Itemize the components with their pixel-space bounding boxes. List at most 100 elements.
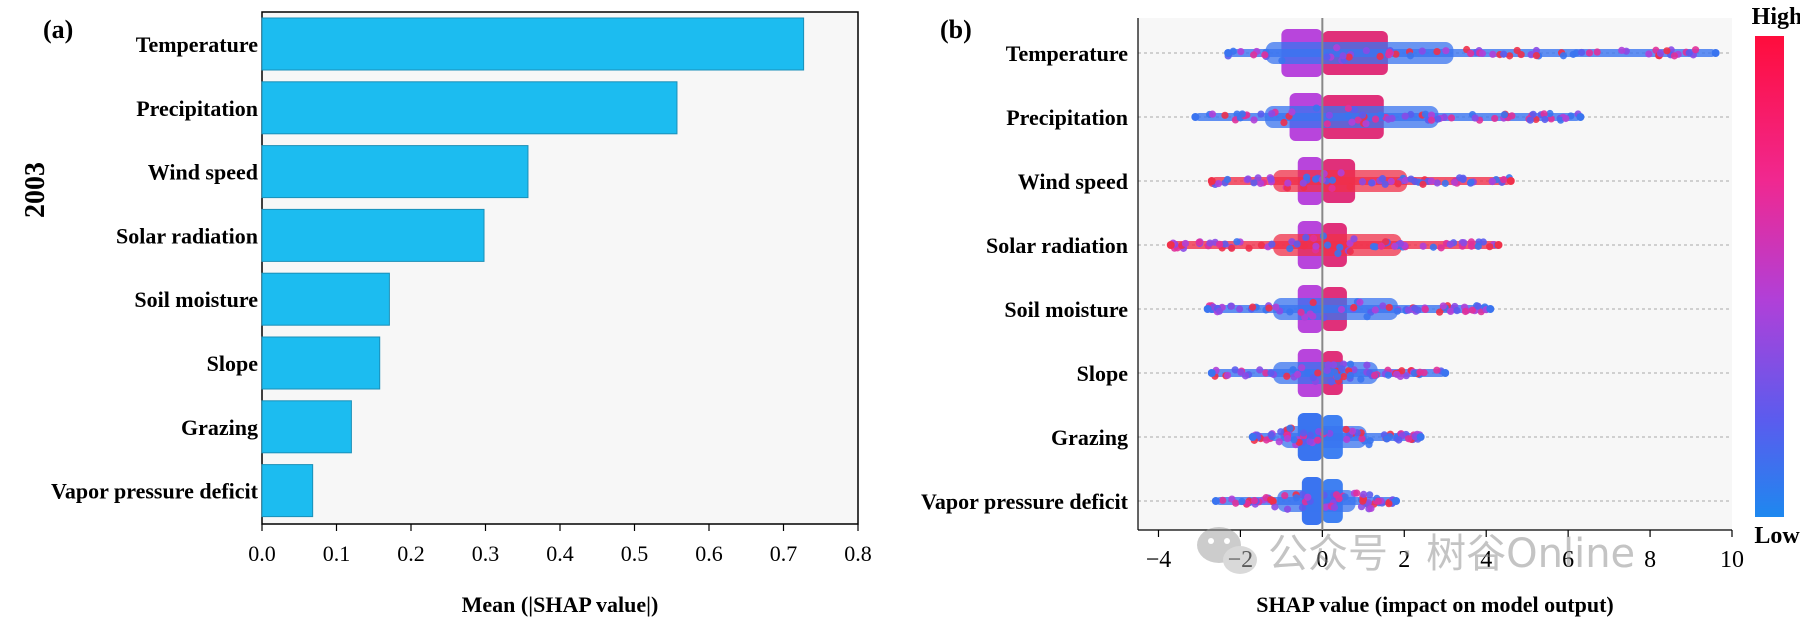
swarm-dot [1340,372,1348,381]
swarm-dot [1343,435,1351,444]
swarm-dot [1393,370,1401,378]
swarm-dot [1227,302,1236,310]
swarm-dot [1286,424,1294,432]
swarm-dot [1237,47,1245,56]
swarm-dot [1323,366,1331,374]
swarm-dot [1572,49,1580,57]
year-label: 2003 [20,162,51,218]
swarm-dot [1670,52,1678,60]
swarm-dot [1645,50,1653,58]
swarm-dot [1208,110,1217,118]
swarm-series [1207,157,1515,205]
swarm-dot [1362,120,1370,128]
swarm-dot [1500,176,1508,184]
category-label: Slope [207,351,259,376]
swarm-dot [1407,110,1415,119]
swarm-dot [1433,366,1441,374]
category-label: Precipitation [1006,105,1128,130]
swarm-dot [1401,112,1409,120]
swarm-dot [1411,432,1419,441]
panel-b-plot-area [1138,18,1732,530]
swarm-dot [1486,243,1494,251]
category-label: Grazing [1051,425,1128,450]
swarm-dot [1272,303,1280,311]
swarm-dot [1540,110,1548,118]
swarm-dot [1663,47,1671,55]
swarm-dot [1248,433,1257,441]
swarm-dot [1418,47,1426,55]
swarm-dot [1245,244,1253,252]
swarm-dot [1411,304,1419,312]
swarm-dot [1333,373,1341,381]
swarm-dot [1307,431,1315,439]
swarm-dot [1223,175,1232,184]
swarm-dot [1447,114,1456,122]
swarm-dot [1244,175,1252,183]
swarm-dot [1467,49,1475,58]
swarm-dot [1453,307,1461,315]
category-label: Temperature [1006,41,1128,66]
swarm-dot [1262,369,1270,377]
category-label: Slope [1077,361,1129,386]
bar [261,208,485,262]
swarm-dot [1215,240,1224,248]
swarm-dot [1381,180,1389,188]
category-label: Wind speed [148,160,258,185]
swarm-dot [1214,179,1223,188]
swarm-dot [1231,366,1239,374]
swarm-dot [1406,52,1415,60]
swarm-dot [1297,308,1305,316]
swarm-dot [1304,369,1312,377]
swarm-dot [1221,240,1229,248]
bar [261,81,678,135]
swarm-dot [1324,361,1332,369]
swarm-dot [1433,47,1441,56]
swarm-dot [1207,177,1216,185]
swarm-dot [1342,425,1350,434]
swarm-dot [1345,53,1353,61]
swarm-dot [1344,111,1352,120]
swarm-dot [1286,308,1294,316]
swarm-dot [1346,360,1355,368]
swarm-dot [1371,115,1380,123]
swarm-dot [1300,242,1308,250]
swarm-dot [1306,437,1314,446]
swarm-dot [1238,497,1246,506]
x-tick-label: 8 [1644,547,1656,573]
swarm-dot [1312,242,1320,250]
panel-a-x-axis-label: Mean (|SHAP value|) [462,592,659,617]
category-label: Wind speed [1018,169,1128,194]
swarm-dot [1256,366,1264,374]
x-tick-label: 0.0 [248,541,276,566]
swarm-dot [1309,298,1317,307]
swarm-dot [1541,115,1549,124]
swarm-dot [1250,116,1258,124]
colorbar [1755,36,1784,517]
swarm-dot [1691,46,1700,54]
swarm-dot [1379,302,1387,310]
swarm-dot [1434,115,1442,123]
swarm-dot [1459,174,1467,182]
swarm-dot [1407,175,1415,183]
swarm-series [1224,29,1720,77]
swarm-dot [1576,113,1585,121]
swarm-dot [1335,495,1343,503]
swarm-dot [1346,247,1354,256]
x-tick-label: 0.6 [695,541,723,566]
bar [261,400,352,454]
colorbar-high-label: High [1752,4,1800,30]
swarm-dot [1346,371,1355,380]
swarm-dot [1371,306,1379,314]
swarm-dot [1491,114,1499,123]
swarm-dot [1275,438,1283,446]
category-label: Temperature [136,32,258,57]
swarm-dot [1377,242,1385,250]
swarm-dot [1357,375,1365,383]
swarm-dot [1446,240,1454,248]
swarm-dot [1312,104,1321,112]
x-tick-label: 10 [1720,547,1744,573]
swarm-dot [1421,110,1430,118]
swarm-dot [1416,433,1425,441]
swarm-dot [1288,108,1296,116]
swarm-dot [1369,242,1378,251]
